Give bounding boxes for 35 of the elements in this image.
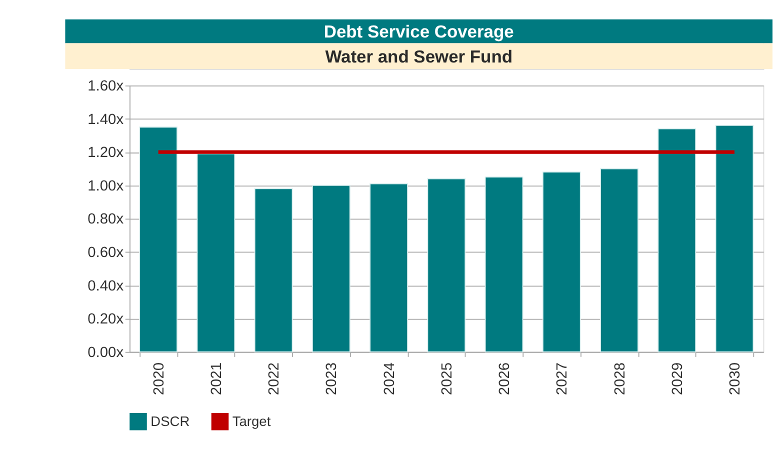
bar [542,172,581,352]
x-tick-label: 2020 [151,362,168,396]
y-tick-label: 1.60x [88,78,124,95]
y-tick-label: 0.00x [88,344,124,361]
y-tick-label: 0.80x [88,212,124,228]
x-tick-label: 2027 [554,362,571,396]
bar [196,153,236,352]
chart-title: Debt Service Coverage [324,22,514,42]
y-tick-label: 1.00x [88,178,124,194]
bar [715,125,754,352]
x-tick-label: 2030 [728,362,744,396]
bar [600,168,638,352]
chart-subtitle: Water and Sewer Fund [325,46,513,67]
x-tick-label: 2026 [497,362,514,396]
x-tick-label: 2028 [612,362,628,396]
y-tick-label: 0.60x [88,245,124,262]
x-tick-label: 2022 [266,362,283,396]
y-tick-label: 1.20x [88,145,124,162]
x-tick-label: 2025 [439,362,456,396]
x-tick-label: 2021 [208,362,225,396]
bar [254,188,293,352]
bar [312,184,350,352]
x-tick-label: 2024 [382,362,398,396]
bar [139,126,178,352]
y-tick-label: 1.40x [88,112,124,128]
x-tick-label: 2023 [324,362,340,396]
y-tick-label: 0.20x [88,312,124,328]
bar [370,183,408,352]
bar [427,178,466,352]
bar [658,128,696,352]
x-tick-label: 2029 [670,362,686,396]
legend-label: Target [232,414,271,430]
y-tick-label: 0.40x [88,278,124,294]
bar [484,176,524,352]
legend-label: DSCR [150,414,190,430]
